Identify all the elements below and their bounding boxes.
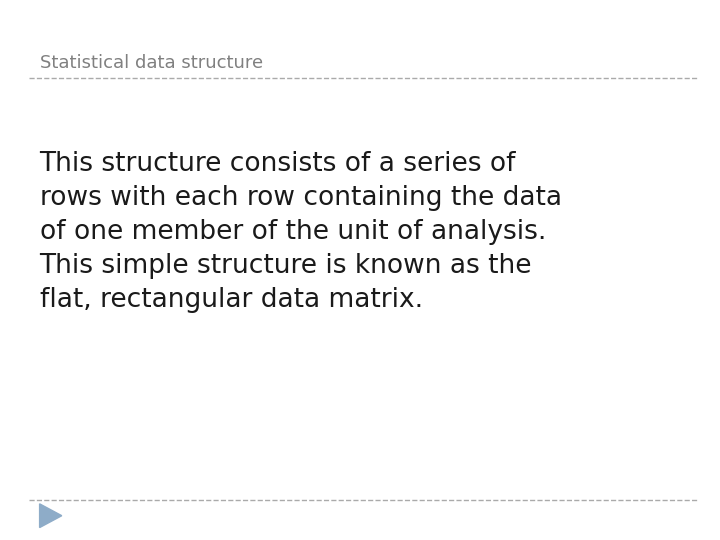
Text: This structure consists of a series of
rows with each row containing the data
of: This structure consists of a series of r… xyxy=(40,151,562,313)
Text: Statistical data structure: Statistical data structure xyxy=(40,54,263,72)
Polygon shape xyxy=(40,504,62,528)
